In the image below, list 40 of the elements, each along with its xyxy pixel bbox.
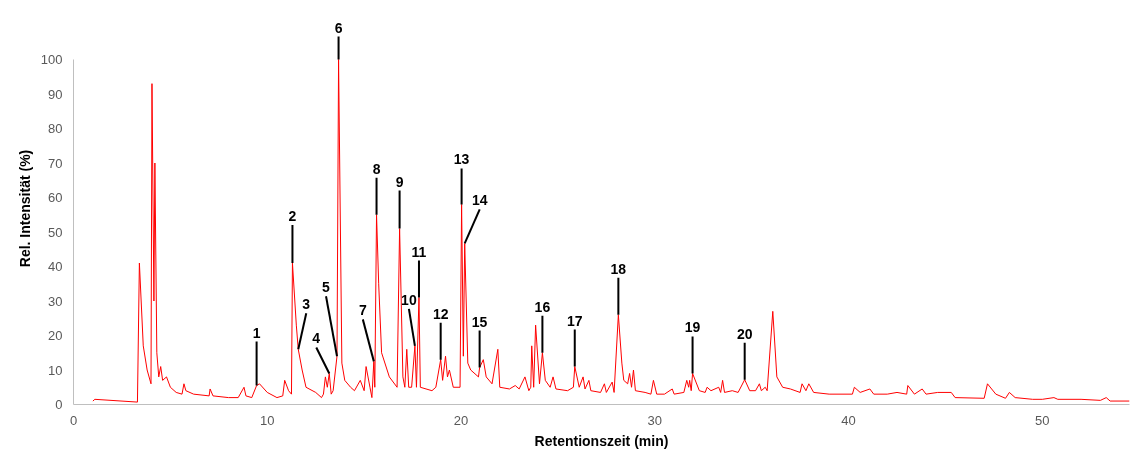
x-tick-label: 10	[260, 412, 275, 428]
annotation: 14	[471, 192, 488, 209]
annotation: 3	[302, 296, 311, 313]
y-tick-label: 30	[48, 293, 63, 309]
y-tick-label: 90	[48, 86, 63, 102]
y-tick-label: 50	[48, 224, 63, 240]
annotation: 9	[395, 173, 404, 190]
annotation: 13	[453, 151, 470, 168]
x-tick-label: 20	[453, 412, 469, 428]
annotation: 16	[534, 298, 551, 315]
y-tick-label: 70	[48, 155, 63, 171]
y-tick-label: 40	[48, 259, 63, 274]
line-series	[92, 59, 1130, 403]
annotation: 12	[432, 305, 449, 322]
y-tick-label: 60	[48, 190, 63, 205]
y-tick-label: 100	[40, 52, 63, 67]
annotation: 2	[288, 208, 297, 225]
annotation: 4	[312, 330, 321, 347]
annotation: 10	[401, 291, 417, 308]
annotation: 18	[610, 260, 627, 277]
annotation: 7	[358, 302, 367, 319]
annotation: 11	[411, 243, 427, 260]
x-tick-label: 40	[841, 412, 856, 428]
y-tick-label: 80	[48, 121, 63, 136]
annotation: 19	[684, 319, 701, 336]
x-axis-title: Retentionszeit (min)	[534, 432, 669, 449]
y-tick-label: 0	[55, 397, 63, 412]
x-tick-label: 30	[647, 412, 663, 428]
annotation: 1	[252, 324, 261, 341]
y-axis-title: Rel. Intensität (%)	[16, 149, 33, 268]
annotation: 5	[322, 279, 331, 296]
annotation: 6	[334, 19, 343, 36]
annotation: 17	[566, 312, 583, 329]
x-tick-label: 50	[1035, 412, 1050, 428]
x-tick-label: 0	[69, 412, 78, 428]
annotation: 15	[471, 313, 488, 330]
y-tick-label: 20	[48, 328, 63, 343]
y-tick-label: 10	[48, 362, 63, 378]
annotation: 8	[372, 160, 381, 177]
annotation: 20	[736, 325, 753, 342]
